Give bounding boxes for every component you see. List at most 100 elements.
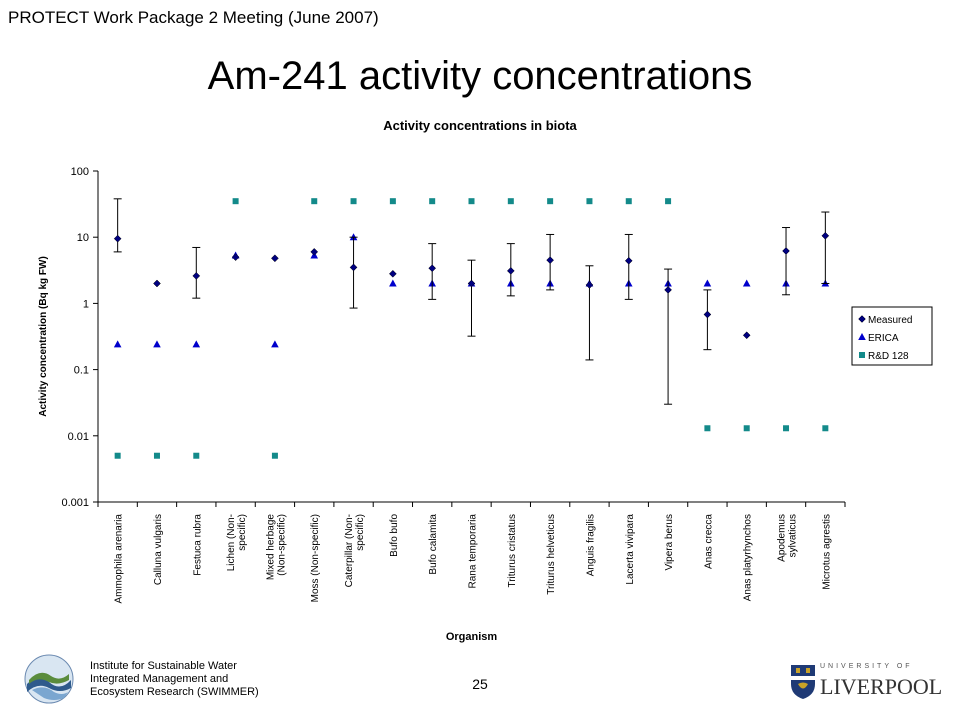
data-point-measured: [389, 269, 397, 278]
chart-title: Activity concentrations in biota: [383, 118, 577, 133]
data-point-r-d-128: [704, 425, 711, 432]
data-point-r-d-128: [429, 198, 436, 205]
x-tick-label: specific): [355, 514, 366, 551]
data-point-r-d-128: [232, 198, 239, 205]
y-tick-label: 0.01: [68, 431, 89, 443]
x-tick-label-group: Microtus agrestis: [821, 514, 832, 590]
data-point-measured: [546, 256, 554, 265]
x-tick-label: (Non-specific): [276, 514, 287, 576]
x-tick-label: Apodemus: [777, 514, 788, 562]
data-point-r-d-128: [743, 425, 750, 432]
x-tick-label: Caterpillar (Non-: [344, 514, 355, 587]
x-tick-label: Triturus helveticus: [546, 514, 557, 595]
x-tick-label-group: Rana temporaria: [468, 514, 479, 589]
data-point-measured: [506, 267, 515, 275]
x-tick-label-group: Festuca rubra: [192, 514, 203, 576]
data-point-r-d-128: [783, 425, 790, 432]
x-tick-label: specific): [237, 514, 248, 551]
x-tick-label-group: Moss (Non-specific): [310, 514, 321, 602]
data-point-erica: [271, 340, 279, 348]
x-axis-label: Organism: [446, 631, 498, 643]
data-point-r-d-128: [586, 198, 593, 205]
x-tick-label: Anas crecca: [703, 514, 714, 569]
data-point-measured: [585, 281, 594, 289]
plot-area: 0.001 0.01 0.1 1 10 100 Ammophila arenaria Call…: [38, 166, 933, 643]
data-point-measured: [113, 234, 122, 243]
x-tick-label-group: Vipera berus: [664, 514, 675, 571]
legend-label: ERICA: [868, 333, 899, 344]
y-tick-label: 1: [83, 298, 89, 310]
x-tick-label: Bufo calamita: [428, 514, 439, 575]
data-point-measured: [231, 253, 240, 261]
x-tick-label-group: Calluna vulgaris: [153, 514, 164, 585]
institute-name: Institute for Sustainable Water Integrat…: [90, 660, 259, 699]
x-tick-label-group: Lacerta vivipara: [625, 514, 636, 585]
x-tick-label: Anas platyrhynchos: [743, 514, 754, 601]
data-point-measured: [153, 279, 161, 288]
institute-line: Ecosystem Research (SWIMMER): [90, 686, 259, 698]
x-tick-label-group: Triturus helveticus: [546, 514, 557, 595]
data-point-measured: [310, 248, 319, 256]
x-tick-label: Triturus cristatus: [507, 514, 518, 588]
x-tick-label-group: Triturus cristatus: [507, 514, 518, 588]
data-point-measured: [703, 310, 712, 319]
y-tick-label: 10: [77, 232, 89, 244]
legend-marker: [858, 333, 866, 340]
slide-title: Am-241 activity concentrations: [207, 54, 753, 98]
legend-label: Measured: [868, 315, 912, 326]
x-tick-label: Lacerta vivipara: [625, 514, 636, 585]
data-point-measured: [742, 331, 751, 340]
data-point-r-d-128: [389, 198, 396, 205]
data-point-r-d-128: [311, 198, 318, 205]
presentation-header: PROTECT Work Package 2 Meeting (June 200…: [8, 8, 379, 27]
data-point-erica: [113, 340, 122, 348]
data-point-measured: [624, 256, 633, 265]
x-tick-label-group: Apodemus sylvaticus: [777, 514, 799, 562]
data-point-r-d-128: [547, 198, 554, 205]
x-tick-label-group: Bufo bufo: [389, 514, 400, 557]
university-name: LIVERPOOL: [820, 674, 943, 699]
legend-marker: [858, 315, 866, 323]
data-point-r-d-128: [114, 452, 121, 459]
legend-label: R&D 128: [868, 351, 909, 362]
x-tick-label-group: Anas crecca: [703, 514, 714, 569]
data-point-r-d-128: [153, 452, 160, 459]
y-axis-label: Activity concentration (Bq kg FW): [38, 256, 49, 417]
x-tick-label-group: Anguis fragilis: [585, 514, 596, 576]
x-tick-label: sylvaticus: [788, 514, 799, 557]
data-point-r-d-128: [507, 198, 514, 205]
x-tick-label: Bufo bufo: [389, 514, 400, 557]
x-tick-label-group: Lichen (Non-specific): [226, 514, 248, 571]
x-tick-label: Moss (Non-specific): [310, 514, 321, 602]
data-point-measured: [664, 286, 672, 294]
x-tick-label-group: Caterpillar (Non-specific): [344, 514, 366, 587]
data-point-measured: [428, 264, 437, 273]
chart-legend: Measured ERICA R&D 128: [851, 306, 933, 366]
x-tick-label: Rana temporaria: [468, 514, 479, 589]
data-point-erica: [703, 279, 712, 287]
data-point-erica: [742, 279, 751, 287]
x-tick-label: Microtus agrestis: [821, 514, 832, 590]
data-point-r-d-128: [468, 198, 475, 205]
data-point-measured: [467, 279, 476, 288]
activity-chart: 0.001 0.01 0.1 1 10 100 Ammophila arenaria Call…: [38, 166, 933, 643]
x-tick-label: Vipera berus: [664, 514, 675, 571]
university-label: UNIVERSITY OF: [820, 663, 913, 670]
data-point-measured: [821, 231, 830, 240]
data-point-r-d-128: [271, 452, 278, 459]
legend-marker: [859, 352, 865, 358]
data-point-measured: [349, 263, 358, 272]
y-tick-label: 0.001: [61, 497, 89, 509]
institute-line: Institute for Sustainable Water: [90, 660, 237, 672]
data-point-measured: [782, 247, 790, 255]
page-number: 25: [472, 676, 488, 692]
x-tick-label-group: Ammophila arenaria: [114, 514, 125, 604]
university-logo: UNIVERSITY OF LIVERPOOL: [790, 660, 943, 704]
x-tick-label: Ammophila arenaria: [114, 514, 125, 604]
x-tick-label: Lichen (Non-: [226, 514, 237, 571]
institute-line: Integrated Management and: [90, 673, 229, 685]
x-tick-label: Calluna vulgaris: [153, 514, 164, 585]
data-point-erica: [389, 279, 397, 287]
data-point-erica: [192, 340, 201, 348]
crest-icon: [791, 665, 815, 699]
